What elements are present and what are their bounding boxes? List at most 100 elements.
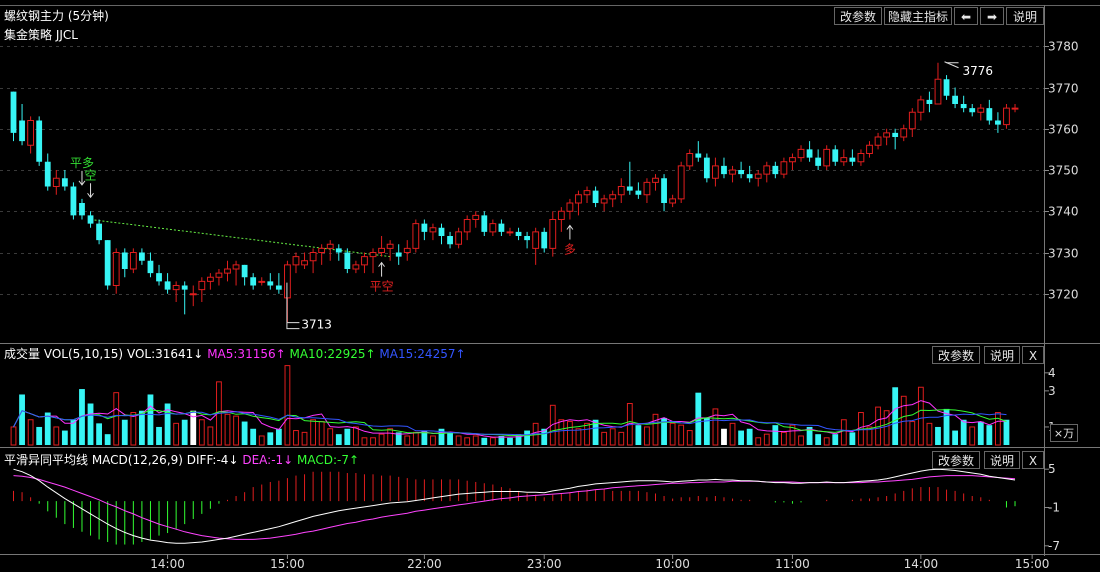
candle-body (874, 136, 882, 146)
candle (952, 87, 958, 109)
volume-bar (87, 403, 94, 445)
candle-body (780, 161, 788, 175)
params-button[interactable]: 改参数 (834, 7, 882, 25)
candle-body (977, 107, 985, 113)
scroll-right-button[interactable]: ➡ (980, 7, 1004, 25)
volume-bar (293, 430, 299, 446)
dea-line (13, 475, 1016, 540)
candle-body (943, 79, 950, 96)
macd-help-button[interactable]: 说明 (984, 451, 1020, 469)
candle-body (481, 215, 488, 232)
candle-body (96, 223, 102, 241)
volume-bar (763, 433, 770, 446)
volume-bar (866, 426, 873, 446)
candle (703, 153, 710, 183)
candle (566, 198, 574, 220)
candle (96, 219, 102, 245)
price-marker-bracket (944, 61, 959, 69)
macd-params-button[interactable]: 改参数 (932, 451, 980, 469)
candle-body (661, 178, 667, 203)
candle (318, 244, 326, 265)
candle (746, 165, 753, 183)
volume-bar (935, 426, 941, 445)
candle (224, 260, 231, 282)
candle-body (164, 281, 171, 290)
volume-bar (609, 428, 616, 446)
price-marker: 3713 (286, 282, 332, 332)
macd-panel-header: 平滑异同平均线 MACD(12,26,9) DIFF:-4↓ DEA:-1↓ M… (4, 451, 359, 468)
candle (857, 149, 865, 166)
candle-body (506, 231, 514, 234)
diff-value: DIFF:-4↓ (186, 453, 239, 467)
volume-bar (986, 425, 993, 445)
candle (19, 104, 25, 146)
candle (754, 170, 762, 187)
volume-bar (883, 410, 890, 446)
vol-params-button[interactable]: 改参数 (932, 346, 980, 364)
candle-body (215, 272, 223, 278)
candle-body (840, 157, 848, 163)
vol-close-button[interactable]: X (1022, 346, 1044, 364)
volume-bar (515, 434, 522, 445)
volume-bar (36, 426, 43, 445)
candle (369, 248, 377, 274)
candle-body (309, 252, 317, 262)
candle (943, 75, 950, 100)
candle (412, 219, 420, 253)
candle-body (104, 240, 111, 286)
candle-body (712, 165, 719, 179)
frame-lines (0, 5, 1100, 556)
candle-body (600, 198, 608, 204)
candle (198, 277, 206, 302)
candle-body (318, 247, 326, 253)
hide-main-indicator-button[interactable]: 隐藏主指标 (884, 7, 952, 25)
volume-bar (44, 412, 51, 445)
candle (652, 174, 659, 191)
volume-series (10, 365, 1010, 446)
volume-bar (370, 437, 376, 446)
trade-signal: 多 (564, 224, 576, 257)
candle-body (849, 157, 856, 162)
volume-bar (781, 431, 787, 446)
volume-bar (789, 424, 796, 446)
volume-bar (798, 435, 804, 446)
volume-bar (421, 430, 428, 445)
candle (926, 91, 933, 113)
candle-body (112, 252, 120, 286)
candle (780, 157, 788, 179)
candle (52, 170, 60, 195)
candle (147, 252, 154, 278)
candle-body (498, 223, 505, 232)
candle-body (754, 173, 762, 179)
volume-bar (995, 412, 1001, 446)
candle (686, 149, 694, 170)
help-button[interactable]: 说明 (1006, 7, 1044, 25)
volume-bar (27, 419, 34, 446)
volume-bar (567, 421, 573, 446)
candle (258, 277, 266, 286)
candle (712, 157, 719, 187)
candle (181, 281, 188, 315)
ma15-value: MA15:24257↑ (379, 347, 466, 361)
candle (386, 240, 394, 261)
candle (189, 285, 197, 307)
scroll-left-button[interactable]: ⬅ (954, 7, 978, 25)
vol-help-button[interactable]: 说明 (984, 346, 1020, 364)
volume-bar (601, 431, 608, 446)
candle (206, 273, 214, 290)
candle-body (378, 247, 385, 253)
candle-body (635, 190, 642, 195)
candle (823, 145, 831, 170)
time-tick-label: 15:00 (270, 557, 305, 571)
volume-bar (353, 426, 359, 446)
candle-body (797, 148, 805, 159)
candle (797, 145, 805, 162)
candle-body (772, 165, 779, 175)
candle (524, 231, 530, 249)
macd-close-button[interactable]: X (1022, 451, 1044, 469)
time-tick-label: 23:00 (527, 557, 562, 571)
candle-body (746, 174, 753, 179)
volume-bar (173, 422, 180, 446)
candle (832, 145, 839, 166)
